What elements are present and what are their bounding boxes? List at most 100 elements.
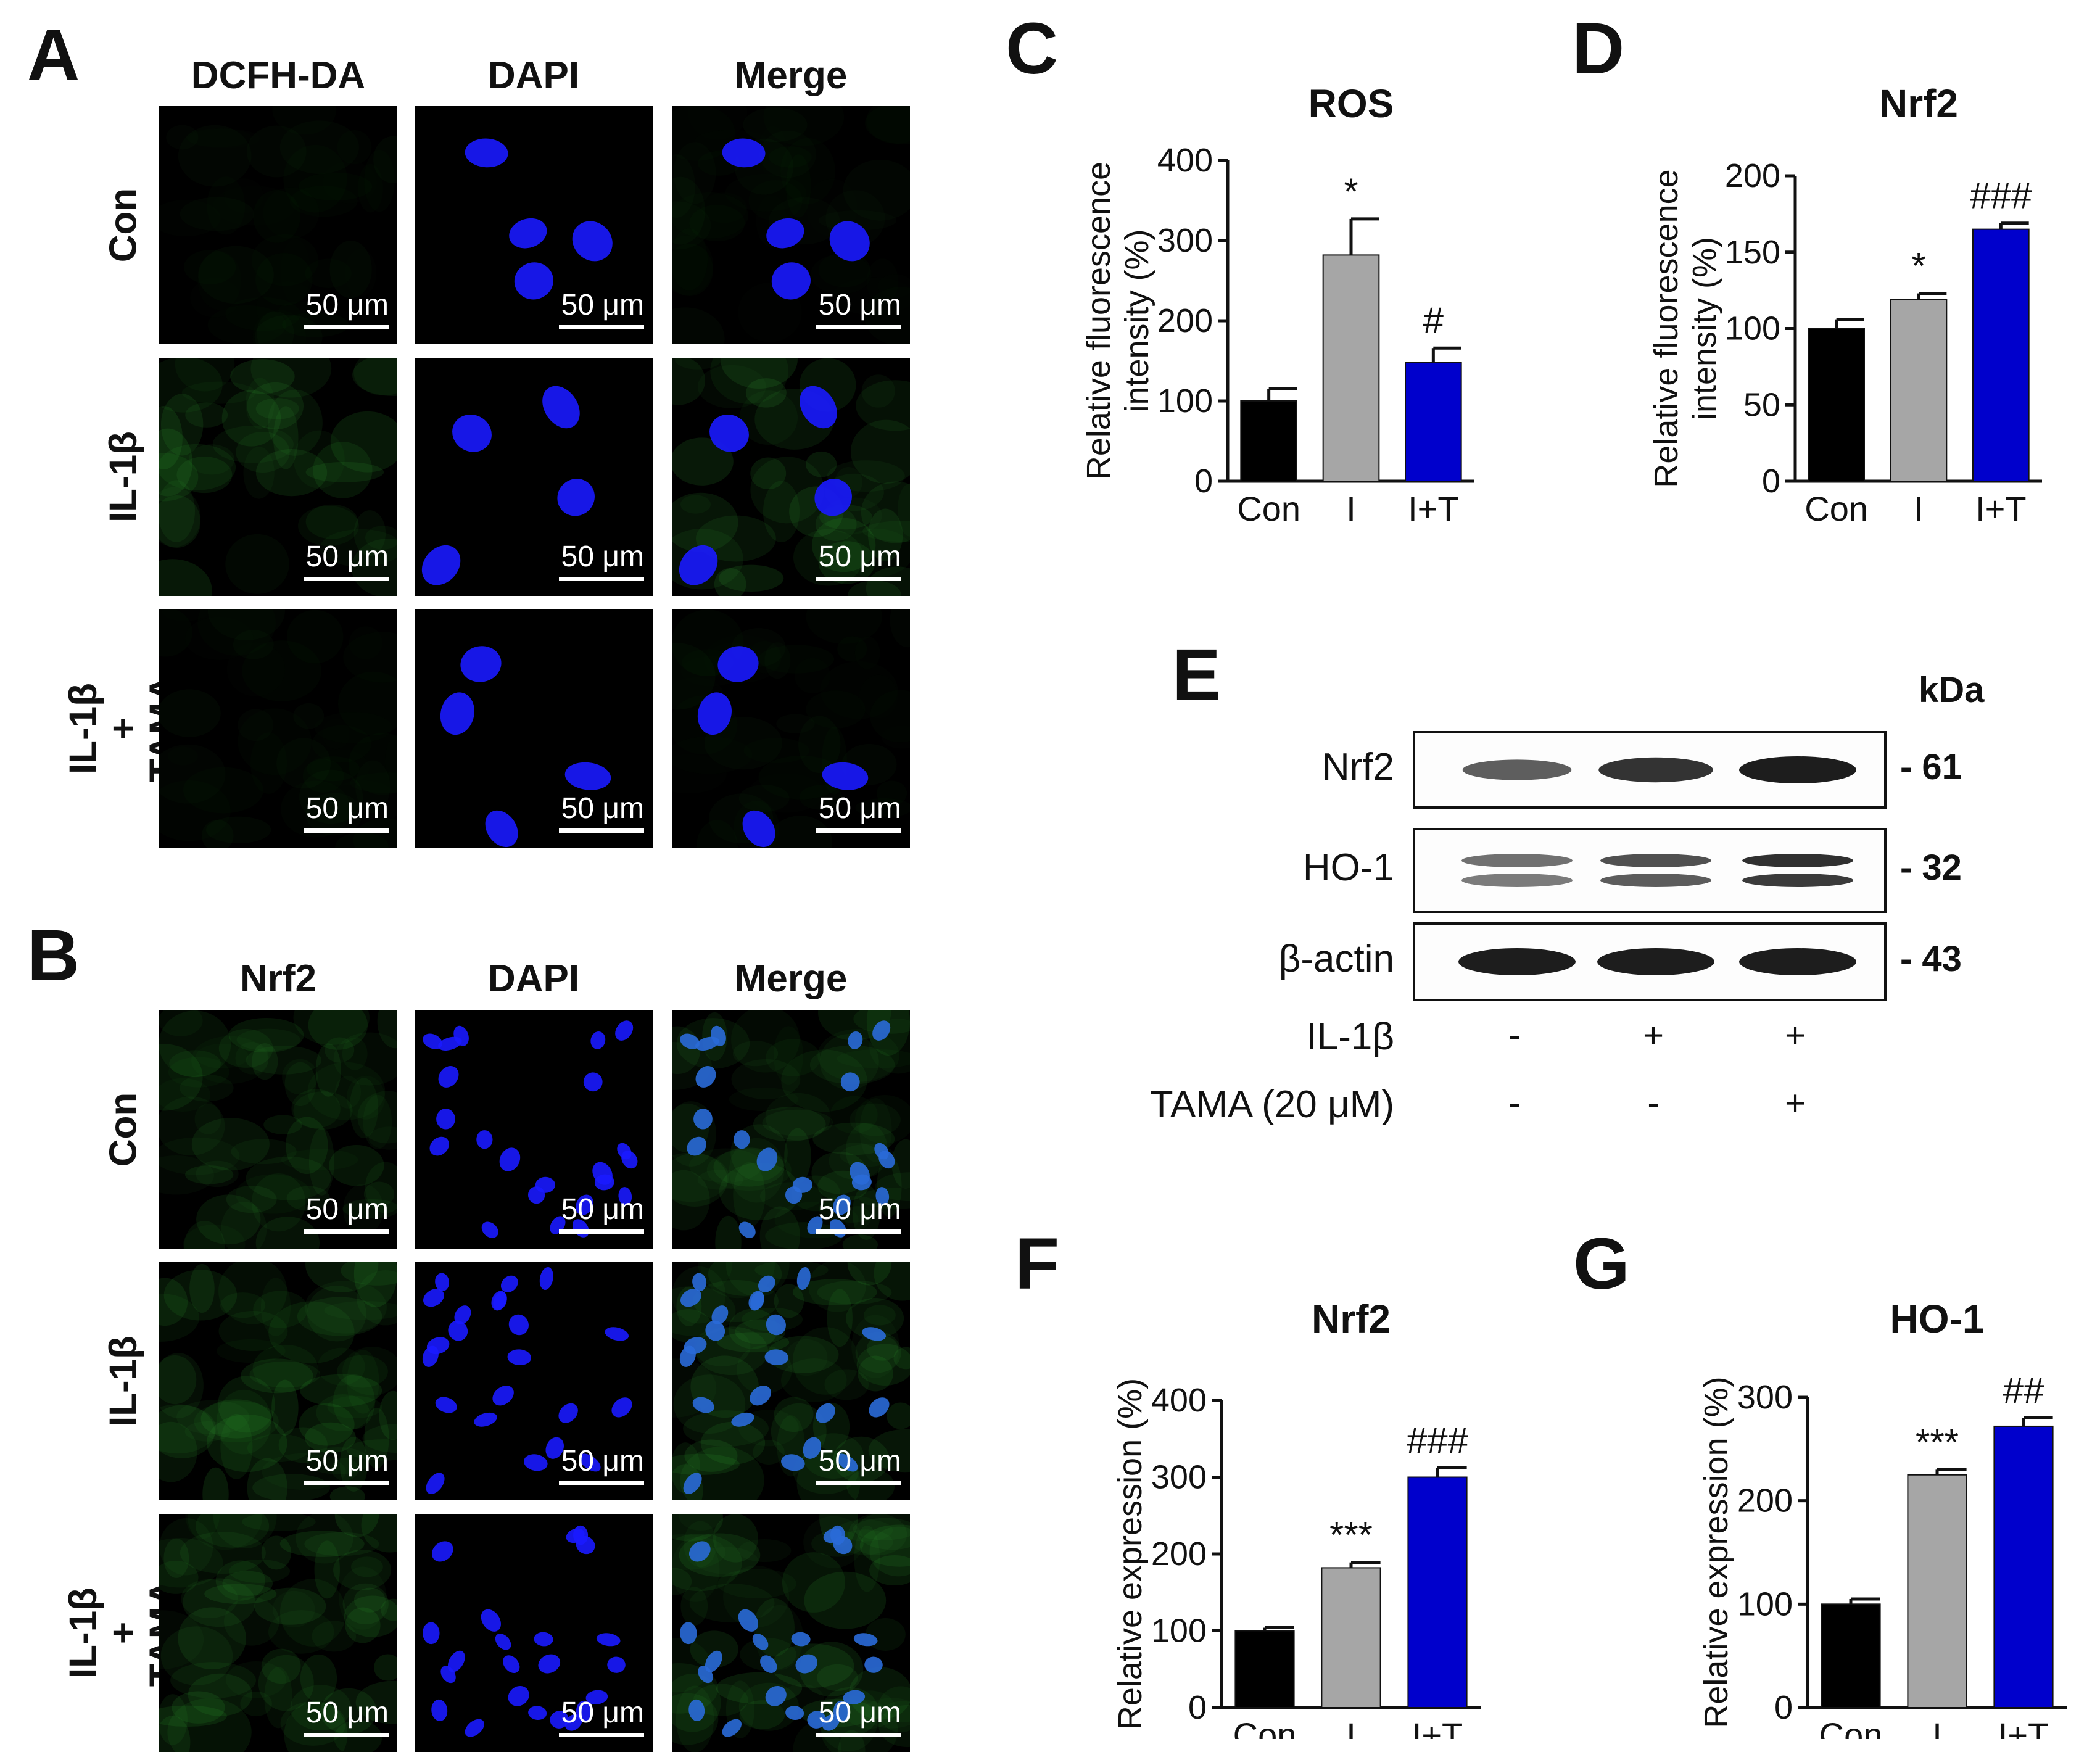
- significance-mark: ***: [1329, 1514, 1373, 1556]
- y-tick-label: 200: [1151, 1535, 1207, 1572]
- row-label: Con: [102, 1093, 144, 1167]
- scale-bar-label: 50 μm: [305, 1193, 389, 1226]
- treatment-sign: -: [1508, 1083, 1521, 1123]
- y-tick-label: 300: [1737, 1379, 1793, 1416]
- row-label-line: +: [102, 1621, 145, 1645]
- y-axis-label: Relative fluorescence: [1648, 169, 1685, 487]
- scale-bar-label: 50 μm: [561, 289, 644, 321]
- y-tick-label: 300: [1151, 1459, 1207, 1496]
- x-tick-label: I+T: [1975, 489, 2026, 528]
- y-axis-label: Relative expression (%): [1112, 1378, 1149, 1730]
- bar: [1993, 1425, 2054, 1709]
- significance-mark: ***: [1916, 1421, 1959, 1463]
- blot-strip: [1413, 922, 1887, 1001]
- x-tick-label: I: [1932, 1716, 1942, 1739]
- y-tick-label: 100: [1157, 382, 1213, 419]
- scale-bar: [816, 325, 901, 329]
- x-tick-label: Con: [1233, 1716, 1297, 1739]
- micrograph-tile: 50 μm: [415, 1514, 653, 1752]
- panel-label-e: E: [1172, 634, 1221, 716]
- bar: [1322, 254, 1380, 482]
- scale-bar-label: 50 μm: [561, 1696, 644, 1729]
- scale-bar-label: 50 μm: [561, 1193, 644, 1226]
- scale-bar: [304, 1733, 389, 1737]
- band-label: HO-1: [1302, 846, 1394, 889]
- treatment-sign: -: [1508, 1015, 1521, 1056]
- panel-label-b: B: [27, 915, 80, 996]
- y-tick-label: 100: [1737, 1585, 1793, 1622]
- y-axis-label: intensity (%): [1686, 237, 1723, 420]
- bar: [1907, 1474, 1967, 1708]
- y-tick-label: 400: [1157, 142, 1213, 179]
- scale-bar: [816, 1229, 901, 1234]
- row-label-line: IL-1β: [62, 1587, 105, 1679]
- column-header: Nrf2: [239, 957, 317, 1000]
- treatment-sign: +: [1785, 1015, 1806, 1056]
- band: [1461, 854, 1573, 867]
- bar: [1240, 400, 1298, 482]
- blot-strip: [1413, 731, 1887, 809]
- micrograph-tile: 50 μm: [415, 106, 653, 344]
- scale-bar-label: 50 μm: [818, 1193, 901, 1226]
- kda-header: kDa: [1919, 670, 1985, 710]
- micrograph-tile: 50 μm: [672, 106, 910, 344]
- y-tick-label: 0: [1194, 463, 1213, 500]
- significance-mark: *: [1344, 171, 1358, 212]
- y-tick-label: 200: [1725, 157, 1780, 194]
- panel-label-c: C: [1006, 8, 1059, 89]
- band: [1600, 874, 1711, 887]
- micrograph-tile: 50 μm: [159, 1010, 397, 1249]
- chart-c-ros: ROS 0 100 200 300 400 Relative fluorescence int…: [1080, 81, 1474, 528]
- x-tick-label: Con: [1237, 489, 1300, 528]
- scale-bar: [304, 1229, 389, 1234]
- significance-mark: ##: [2003, 1370, 2044, 1411]
- micrograph-tile: 50 μm: [159, 106, 397, 344]
- row-label-line: IL-1β: [102, 431, 145, 523]
- row-label-line: +: [102, 717, 145, 740]
- scale-bar: [559, 577, 644, 581]
- scale-bar: [304, 828, 389, 833]
- significance-mark: #: [1423, 300, 1444, 341]
- scale-bar: [304, 325, 389, 329]
- micrograph-tile: 50 μm: [672, 1262, 910, 1500]
- x-tick-label: I: [1346, 1716, 1356, 1739]
- micrograph-tile: 50 μm: [415, 1010, 653, 1249]
- column-header: DAPI: [487, 957, 580, 1000]
- scale-bar-label: 50 μm: [305, 1696, 389, 1729]
- chart-d-nrf2-fluorescence: Nrf2 0 50 100 150 200 Relative fluorescence int…: [1648, 81, 2042, 528]
- y-tick-label: 100: [1151, 1613, 1207, 1650]
- band: [1458, 948, 1576, 975]
- scale-bar: [816, 577, 901, 581]
- row-label-line: IL-1β: [62, 682, 105, 775]
- y-tick-label: 0: [1762, 463, 1780, 500]
- micrograph-tile: 50 μm: [159, 609, 397, 848]
- band: [1598, 757, 1713, 783]
- x-tick-label: I: [1346, 489, 1356, 528]
- scale-bar-label: 50 μm: [818, 1445, 901, 1477]
- kda-marker: - 43: [1900, 939, 1962, 979]
- band: [1742, 874, 1853, 887]
- column-header: Merge: [734, 957, 848, 1000]
- scale-bar-label: 50 μm: [305, 1445, 389, 1477]
- chart-title: Nrf2: [1312, 1297, 1391, 1341]
- y-tick-label: 0: [1774, 1689, 1793, 1726]
- micrograph-tile: 50 μm: [672, 358, 910, 596]
- scale-bar: [816, 1481, 901, 1485]
- x-tick-label: I+T: [1408, 489, 1458, 528]
- bar: [1407, 1476, 1468, 1708]
- scale-bar: [304, 577, 389, 581]
- scale-bar: [559, 325, 644, 329]
- row-label: Con: [102, 188, 144, 263]
- y-axis-label: Relative fluorescence: [1080, 162, 1117, 480]
- band-label: β-actin: [1278, 938, 1394, 980]
- treatment-label: IL-1β: [1306, 1015, 1395, 1058]
- y-tick-label: 200: [1737, 1482, 1793, 1519]
- y-axis-label: Relative expression (%): [1698, 1376, 1735, 1728]
- band: [1461, 874, 1573, 887]
- scale-bar-label: 50 μm: [818, 1696, 901, 1729]
- row-label: IL-1β: [102, 1336, 144, 1427]
- y-tick-label: 200: [1157, 302, 1213, 339]
- band: [1739, 756, 1856, 783]
